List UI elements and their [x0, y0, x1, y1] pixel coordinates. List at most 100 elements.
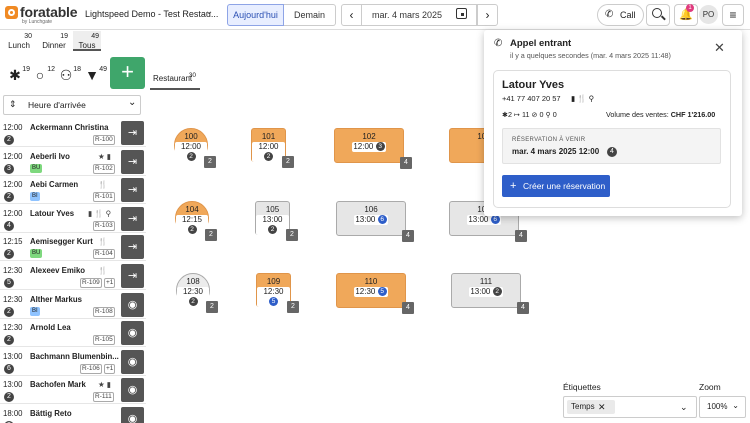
seat-guest-button[interactable]: ⇥: [121, 121, 144, 145]
seat-guest-button[interactable]: ⇥: [121, 206, 144, 231]
date-field[interactable]: mar. 4 mars 2025: [362, 4, 477, 26]
guest-profile-button[interactable]: ◉: [121, 349, 144, 374]
table-time: 13:00 2: [256, 215, 289, 235]
chevron-down-icon: ⌄: [732, 401, 739, 410]
guest-row[interactable]: 12:00 2 Ackermann Christina R-100 ⇥: [0, 119, 146, 147]
guest-row[interactable]: 12:30 5 Alexeev Emiko 🍴 R-109 +1 ⇥: [0, 262, 146, 290]
guest-profile-button[interactable]: ◉: [121, 321, 144, 346]
search-button[interactable]: [646, 4, 670, 26]
guest-time: 12:00: [3, 180, 23, 190]
chevron-down-icon: ⌄: [128, 97, 137, 108]
guest-tag: BI: [30, 192, 40, 202]
caller-name[interactable]: Latour Yves: [502, 79, 565, 91]
seat-guest-button[interactable]: ⇥: [121, 235, 144, 260]
guest-time: 12:00: [3, 208, 23, 218]
table-101[interactable]: 101 12:00 2: [251, 128, 286, 162]
tab-dinner[interactable]: 19 Dinner: [38, 31, 70, 51]
seat-guest-button[interactable]: ⇥: [121, 149, 144, 174]
guest-row[interactable]: 13:00 6 Bachmann Blumenbin... R-106 +1 ◉: [0, 348, 146, 376]
table-guests: 2: [187, 225, 197, 235]
tags-select[interactable]: [563, 396, 697, 418]
zoom-select[interactable]: 100% ⌄: [699, 396, 746, 418]
guest-pax: 4: [4, 220, 14, 231]
table-102[interactable]: 102 12:00 3: [334, 128, 404, 163]
table-108[interactable]: 108 12:30 2: [176, 273, 210, 307]
table-111[interactable]: 111 13:00 2: [451, 273, 521, 308]
table-number: 106: [364, 205, 378, 214]
table-number: 103: [450, 132, 518, 141]
guest-row[interactable]: 12:15 2 Aemisegger Kurt BU 🍴 R-104 ⇥: [0, 233, 146, 262]
asterisk-icon: ✱: [9, 67, 21, 83]
table-106[interactable]: 106 13:00 6: [336, 201, 406, 236]
zoom-value: 100%: [707, 402, 728, 411]
table-capacity: 2: [282, 156, 294, 168]
guest-pax: 2: [4, 249, 14, 260]
tags-label: Étiquettes: [563, 382, 601, 392]
guest-name: Alther Markus: [30, 294, 82, 304]
prev-day-button[interactable]: ‹: [341, 4, 362, 26]
guest-tag: BU: [30, 249, 43, 259]
create-reservation-button[interactable]: Créer une réservation: [502, 175, 610, 197]
guest-time: 12:30: [3, 294, 23, 304]
sales-volume-label: Volume des ventes:: [606, 110, 669, 119]
guest-extra: +1: [104, 278, 116, 288]
guest-name: Aebi Carmen: [30, 180, 79, 190]
guest-row[interactable]: 18:002Bättig Reto◉: [0, 405, 146, 423]
restaurant-selector[interactable]: Lightspeed Demo - Test Restau...: [85, 9, 219, 19]
call-button[interactable]: Call: [597, 4, 644, 26]
chevron-down-icon[interactable]: ⌄: [205, 6, 214, 17]
guest-pax: 2: [4, 335, 14, 346]
guest-tag: BU: [30, 163, 43, 173]
tab-lunch[interactable]: 30 Lunch: [4, 31, 34, 51]
today-button[interactable]: Aujourd'hui: [227, 4, 284, 26]
menu-icon[interactable]: ≡: [722, 4, 744, 26]
popup-subtitle: il y a quelques secondes (mar. 4 mars 20…: [510, 51, 671, 60]
table-104[interactable]: 104 12:15 2: [175, 201, 209, 235]
tab-all[interactable]: 49 Tous: [73, 31, 101, 51]
avatar[interactable]: PO: [699, 5, 718, 24]
next-day-button[interactable]: ›: [477, 4, 498, 26]
guest-table-ref: R-109: [80, 278, 102, 288]
filter-count: 12: [47, 66, 55, 73]
chevron-down-icon[interactable]: ⌄: [680, 402, 688, 412]
tomorrow-button[interactable]: Demain: [284, 4, 336, 26]
seat-guest-button[interactable]: ⇥: [121, 178, 144, 203]
caller-stats: ✱2 ↦ 11 ⊘ 0 ⚲ 0: [502, 110, 557, 119]
guest-profile-button[interactable]: ◉: [121, 407, 144, 423]
sort-select[interactable]: Heure d'arrivée: [3, 95, 141, 115]
table-number: 108: [186, 277, 200, 286]
guest-time: 12:30: [3, 323, 23, 333]
filter-circle[interactable]: ○ 12: [29, 66, 55, 89]
upcoming-reservation-label: RÉSERVATION À VENIR: [512, 137, 586, 143]
table-100[interactable]: 100 12:00 2: [174, 128, 208, 162]
people-icon: ⚇: [59, 67, 73, 83]
guest-row[interactable]: 12:30 2 Alther Markus BI R-108 ◉: [0, 291, 146, 319]
remove-tag-icon[interactable]: ✕: [598, 402, 606, 412]
add-reservation-button[interactable]: +: [110, 57, 145, 89]
seat-guest-button[interactable]: ⇥: [121, 264, 144, 288]
guest-profile-button[interactable]: ◉: [121, 292, 144, 317]
guest-row[interactable]: 12:30 2 Arnold Lea R-105 ◉: [0, 319, 146, 348]
guest-row[interactable]: 12:00 2 Aebi Carmen BI 🍴 R-101 ⇥: [0, 176, 146, 205]
guest-profile-button[interactable]: ◉: [121, 378, 144, 403]
table-109[interactable]: 109 12:30 5: [256, 273, 291, 307]
guest-row[interactable]: 12:00 3 Aeberli Ivo BU ★ ▮ R-102 ⇥: [0, 148, 146, 176]
upcoming-reservation[interactable]: [502, 128, 721, 164]
calendar-icon[interactable]: [456, 8, 467, 19]
guest-pax: 6: [4, 363, 14, 374]
filter-people[interactable]: ⚇ 18: [55, 66, 81, 89]
guest-list: 12:00 2 Ackermann Christina R-100 ⇥ 12:00 3 Aeb…: [0, 119, 146, 423]
table-capacity: 2: [287, 301, 299, 313]
guest-row[interactable]: 12:00 4 Latour Yves ▮ 🍴 ⚲ R-103 ⇥: [0, 205, 146, 233]
table-time-text: 12:00: [258, 142, 279, 151]
guest-row[interactable]: 13:00 2 Bachofen Mark ★ ▮ R-111 ◉: [0, 376, 146, 405]
logo-subtitle: by Lunchgate: [22, 19, 53, 25]
table-time-text: 12:15: [181, 215, 203, 224]
funnel-icon: ▼: [85, 67, 99, 83]
tab-restaurant-room[interactable]: Restaurant 30: [150, 68, 200, 90]
table-110[interactable]: 110 12:30 5: [336, 273, 406, 308]
close-icon[interactable]: ✕: [714, 40, 725, 55]
table-105[interactable]: 105 13:00 2: [255, 201, 290, 235]
filter-all[interactable]: ✱ 19: [4, 66, 30, 89]
filter-funnel[interactable]: ▼ 49: [81, 66, 107, 89]
